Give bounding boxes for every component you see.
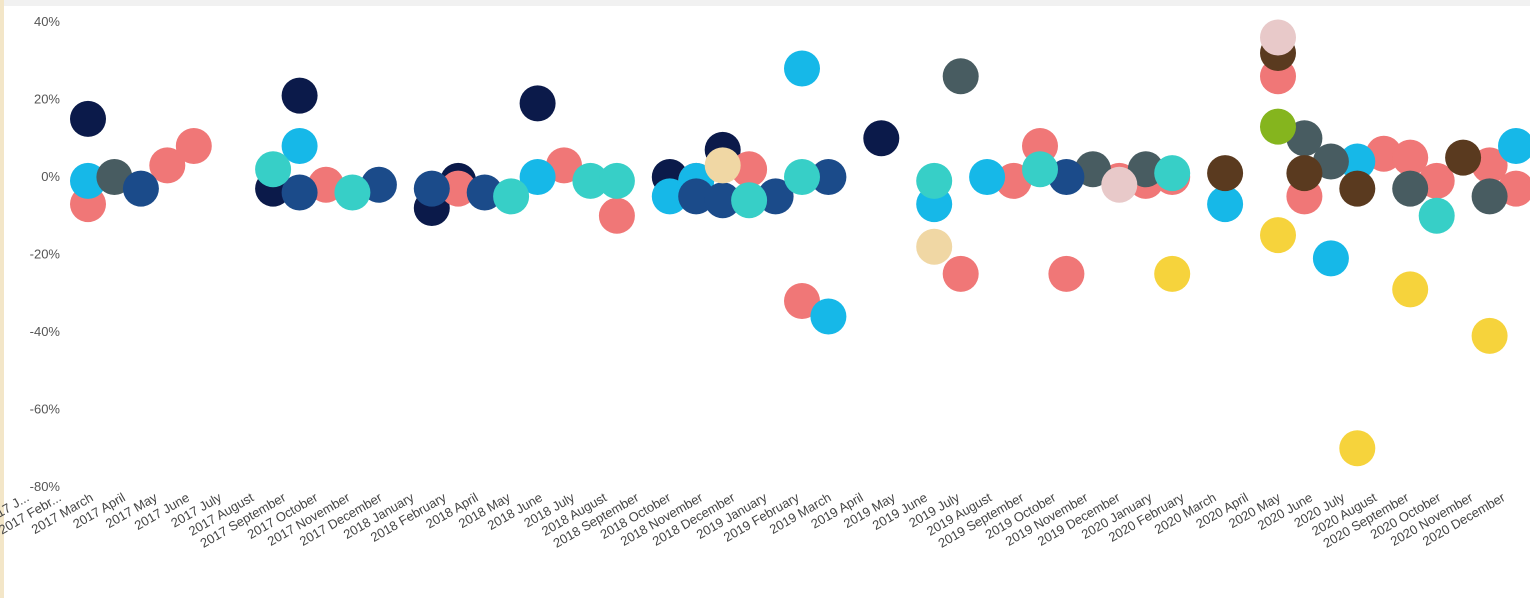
data-point[interactable] [810, 159, 847, 195]
y-tick-label: 0% [41, 169, 60, 184]
data-point[interactable] [1022, 151, 1058, 188]
data-point[interactable] [1339, 170, 1376, 207]
data-point[interactable] [1392, 170, 1429, 207]
data-points [70, 19, 1530, 467]
data-point[interactable] [149, 147, 186, 184]
data-point[interactable] [1312, 240, 1349, 277]
data-point[interactable] [440, 170, 477, 207]
data-point[interactable] [466, 174, 503, 211]
data-point[interactable] [784, 283, 820, 319]
data-point[interactable] [1471, 317, 1508, 354]
data-point[interactable] [731, 182, 768, 219]
data-point[interactable] [916, 228, 953, 265]
data-point[interactable] [863, 120, 900, 157]
data-point[interactable] [281, 174, 318, 211]
data-point[interactable] [572, 162, 609, 199]
data-point[interactable] [175, 128, 212, 164]
data-point[interactable] [519, 85, 556, 122]
data-point[interactable] [255, 151, 292, 188]
data-point[interactable] [519, 159, 556, 195]
data-point[interactable] [969, 159, 1006, 195]
data-point[interactable] [704, 147, 741, 184]
data-point[interactable] [281, 128, 318, 164]
data-point[interactable] [916, 162, 953, 199]
data-point[interactable] [651, 178, 688, 215]
y-tick-label: -40% [30, 324, 61, 339]
y-axis: 40% 20% 0% -20% -40% -60% -80% [30, 14, 61, 494]
y-tick-label: -60% [30, 402, 61, 417]
data-point[interactable] [1339, 143, 1376, 180]
data-point[interactable] [1127, 151, 1164, 188]
data-point[interactable] [413, 170, 450, 207]
y-tick-label: 20% [34, 92, 60, 107]
data-point[interactable] [810, 298, 847, 335]
data-point[interactable] [784, 50, 820, 87]
data-point[interactable] [942, 58, 979, 95]
data-point[interactable] [1260, 108, 1296, 145]
data-point[interactable] [334, 174, 371, 211]
data-point[interactable] [1392, 139, 1429, 176]
data-point[interactable] [1207, 155, 1244, 192]
data-point[interactable] [1418, 197, 1455, 234]
y-tick-label: -20% [30, 247, 61, 262]
data-point[interactable] [598, 197, 635, 234]
data-point[interactable] [281, 77, 318, 114]
data-point[interactable] [942, 255, 979, 292]
data-point[interactable] [1260, 19, 1296, 56]
data-point[interactable] [1471, 178, 1508, 215]
y-tick-label: 40% [34, 14, 60, 29]
left-border [0, 0, 4, 598]
data-point[interactable] [1445, 139, 1482, 176]
data-point[interactable] [1392, 271, 1429, 308]
data-point[interactable] [493, 178, 530, 215]
data-point[interactable] [122, 170, 159, 207]
data-point[interactable] [1339, 430, 1376, 467]
data-point[interactable] [70, 100, 106, 137]
data-point[interactable] [1154, 255, 1191, 292]
data-point[interactable] [1154, 155, 1191, 192]
data-point[interactable] [598, 162, 635, 199]
data-point[interactable] [704, 182, 741, 219]
top-border [0, 0, 1530, 6]
data-point[interactable] [678, 178, 715, 215]
data-point[interactable] [70, 162, 106, 199]
data-point[interactable] [1048, 255, 1085, 292]
data-point[interactable] [1260, 217, 1296, 254]
data-point[interactable] [1286, 155, 1323, 192]
data-point[interactable] [757, 178, 794, 215]
data-point[interactable] [1207, 186, 1244, 223]
data-point[interactable] [784, 159, 820, 195]
data-point[interactable] [731, 151, 768, 188]
y-tick-label: -80% [30, 479, 61, 494]
data-point[interactable] [1498, 128, 1530, 164]
data-point[interactable] [1101, 166, 1138, 203]
